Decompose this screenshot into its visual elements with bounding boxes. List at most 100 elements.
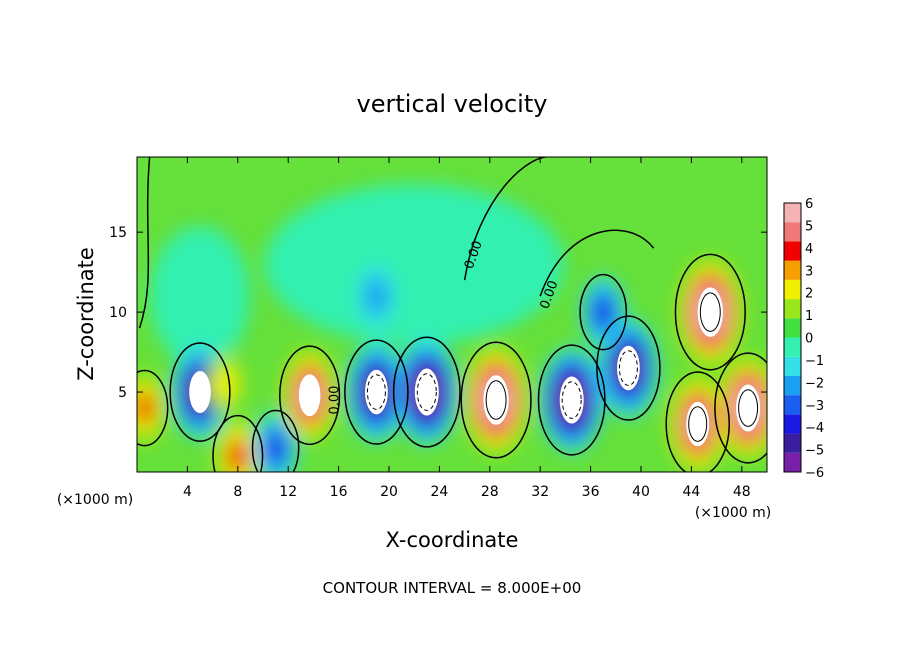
colorbar-label: 6 <box>805 197 813 212</box>
contour-line <box>539 229 655 297</box>
colorbar-label: 2 <box>805 287 813 302</box>
x-tick-label: 24 <box>430 484 448 500</box>
contour-zero-label: 0.00 <box>328 386 343 415</box>
contour-line <box>138 157 151 329</box>
contour-line <box>537 344 606 456</box>
x-tick-label: 20 <box>380 484 398 500</box>
field-cell-core <box>697 287 723 337</box>
x-tick-label: 44 <box>682 484 700 500</box>
contour-line-inner <box>366 374 386 410</box>
colorbar-swatch <box>784 375 801 396</box>
contour-line <box>460 341 532 459</box>
contour-line-inner <box>416 373 437 411</box>
colorbar-label: −2 <box>805 376 824 391</box>
contour-line <box>714 352 767 464</box>
colorbar-swatch <box>784 203 801 223</box>
colorbar-swatch <box>784 337 801 357</box>
field-cell-ring <box>265 432 286 464</box>
colorbar-label: 3 <box>805 264 813 279</box>
x-unit-label-left: (×1000 m) <box>57 492 133 508</box>
contour-line-inner <box>618 350 638 386</box>
colorbar-swatch <box>784 260 801 280</box>
x-tick-label: 36 <box>582 484 600 500</box>
field-cell-core <box>365 369 388 415</box>
field-cell-ring <box>213 365 237 403</box>
contour-line <box>279 345 341 446</box>
chart-title: vertical velocity <box>357 90 548 118</box>
contour-line <box>251 409 300 472</box>
y-tick-label: 10 <box>109 305 127 321</box>
field-cell-core <box>483 375 509 425</box>
colorbar-swatch <box>784 452 801 472</box>
velocity-extreme-cores <box>189 287 761 447</box>
field-cell-core <box>617 345 640 391</box>
contour-line <box>596 315 661 421</box>
field-cell-ring <box>364 277 388 315</box>
contour-line-inner <box>485 380 507 420</box>
y-tick-label: 5 <box>118 385 127 401</box>
colorbar-swatch <box>784 241 801 261</box>
colorbar-swatch <box>784 433 801 453</box>
contour-line-inner <box>738 389 759 427</box>
x-tick-label: 8 <box>233 484 242 500</box>
x-tick-label: 28 <box>481 484 499 500</box>
x-axis-ticks: 4 8 12 16 20 24 28 32 36 40 44 48 <box>183 157 751 500</box>
field-cell-core <box>736 384 761 432</box>
colorbar-label: −1 <box>805 354 824 369</box>
field-cell-ring <box>137 392 155 424</box>
contour-line-inner <box>561 381 582 419</box>
colorbar-swatch <box>784 299 801 319</box>
contour-line <box>579 273 628 351</box>
colorbar: 6 5 4 3 2 1 0 −1 −2 −3 −4 −5 −6 <box>783 197 824 481</box>
contour-line-inner <box>688 406 708 442</box>
x-tick-label: 12 <box>279 484 297 500</box>
colorbar-swatch <box>784 356 801 376</box>
field-cell-core <box>189 371 211 414</box>
colorbar-label: −5 <box>805 444 824 459</box>
x-tick-label: 40 <box>632 484 650 500</box>
contour-interval-label: CONTOUR INTERVAL = 8.000E+00 <box>323 579 582 597</box>
colorbar-swatch <box>784 414 801 434</box>
contour-line <box>674 253 746 371</box>
x-tick-label: 32 <box>531 484 549 500</box>
colorbar-swatch <box>784 395 801 415</box>
colorbar-label: −6 <box>805 466 824 481</box>
x-tick-label: 16 <box>330 484 348 500</box>
field-ambient-region <box>150 226 250 367</box>
x-unit-label-right: (×1000 m) <box>695 505 771 521</box>
x-tick-label: 4 <box>183 484 192 500</box>
contour-line <box>344 339 409 445</box>
colorbar-label: 1 <box>805 309 813 324</box>
contour-line <box>392 336 461 448</box>
x-tick-label: 48 <box>733 484 751 500</box>
contour-line <box>169 342 231 442</box>
x-axis-title: X-coordinate <box>386 528 519 552</box>
field-cell-ring <box>227 438 249 472</box>
field-cell-core <box>414 368 439 416</box>
plot-frame <box>136 156 768 473</box>
y-axis-ticks: 5 10 15 <box>109 225 767 401</box>
field-cell-ring <box>593 296 613 328</box>
colorbar-label: −4 <box>805 421 824 436</box>
field-cell-core <box>559 376 584 424</box>
colorbar-swatch <box>784 279 801 300</box>
colorbar-label: 5 <box>805 219 813 234</box>
colorbar-label: 0 <box>805 332 813 347</box>
contour-line <box>137 369 169 447</box>
plot-area: 0.000.000.00 <box>137 157 767 472</box>
contour-line-inner <box>699 292 721 332</box>
colorbar-swatch <box>784 222 801 242</box>
colorbar-label: −3 <box>805 399 824 414</box>
y-tick-label: 15 <box>109 225 127 241</box>
contour-line <box>665 371 730 472</box>
field-cell-core <box>298 374 321 417</box>
velocity-field <box>137 184 767 472</box>
colorbar-frame <box>783 202 802 473</box>
colorbar-swatch <box>784 318 801 338</box>
y-axis-title: Z-coordinate <box>74 247 98 381</box>
contour-line <box>463 157 553 281</box>
zero-contours: 0.000.000.00 <box>137 157 767 472</box>
field-ambient-region <box>264 184 565 345</box>
colorbar-label: 4 <box>805 242 813 257</box>
